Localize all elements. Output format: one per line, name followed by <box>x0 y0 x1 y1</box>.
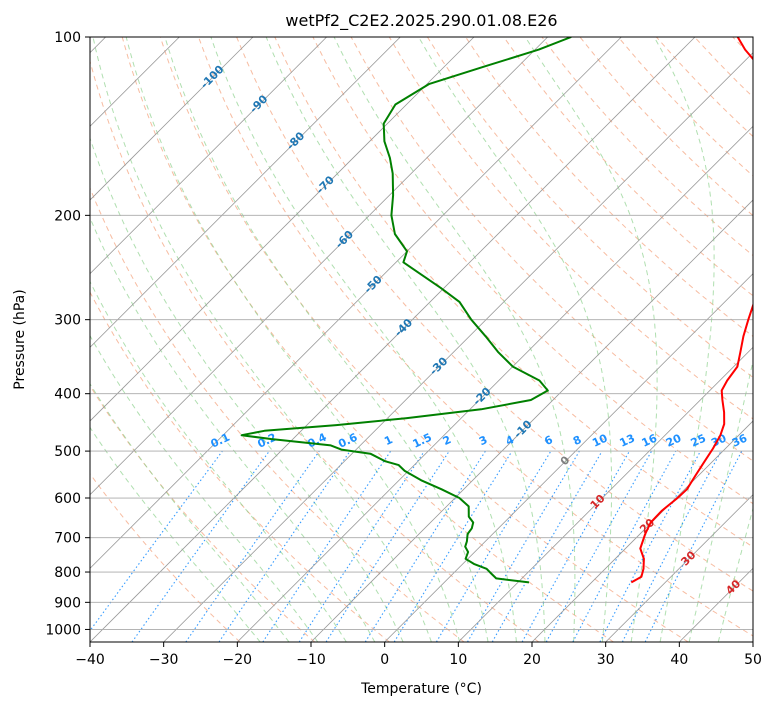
moist-adiabat <box>210 37 517 642</box>
profiles <box>240 37 753 584</box>
dry-adiabat <box>388 37 753 420</box>
mixing-ratio-line <box>325 450 450 642</box>
x-tick-label: 40 <box>670 652 688 668</box>
moist-adiabat <box>90 382 290 642</box>
mixing-ratio-label: 25 <box>689 432 708 450</box>
y-axis-ticks: 100 200 300 400 500 600 700 800 900 1000 <box>45 30 90 638</box>
moist-adiabat <box>92 37 432 642</box>
mixing-ratio-line <box>131 450 270 642</box>
mixing-ratio-line <box>521 450 630 642</box>
mixing-ratio-line <box>298 450 425 642</box>
isotherm <box>90 37 475 422</box>
x-tick-label: 20 <box>523 652 541 668</box>
y-tick-label: 600 <box>54 491 81 507</box>
dry-adiabat <box>121 37 614 642</box>
isotherm <box>237 125 753 642</box>
dry-adiabat <box>90 472 241 642</box>
mixing-ratio-labels: 0.1 0.2 0.4 0.6 1 1.5 2 3 4 6 8 10 13 16 20 25 30 36 <box>209 430 750 450</box>
moist-adiabat <box>164 37 489 642</box>
chart-title: wetPf2_C2E2.2025.290.01.08.E26 <box>285 11 557 31</box>
mixing-ratio-label: 36 <box>730 431 750 449</box>
x-axis-ticks: −40 −30 −20 −10 0 10 20 30 40 50 <box>75 642 762 668</box>
dry-adiabat <box>236 37 753 592</box>
isotherm <box>90 37 254 201</box>
mixing-ratio-line <box>90 450 223 632</box>
moist-adiabat <box>90 426 261 642</box>
moist-adiabat <box>418 37 613 642</box>
y-tick-label: 700 <box>54 531 81 547</box>
mixing-ratio-line <box>218 450 351 642</box>
isotherm <box>384 273 753 642</box>
x-tick-label: 50 <box>744 652 762 668</box>
moist-adiabat <box>90 136 404 642</box>
y-tick-label: 1000 <box>45 622 81 638</box>
y-tick-label: 100 <box>54 30 81 46</box>
x-axis-label: Temperature (°C) <box>360 681 482 697</box>
isotherm <box>163 52 753 642</box>
plot-frame <box>89 36 754 643</box>
dry-adiabat <box>312 37 753 505</box>
dry-adiabat <box>465 37 753 338</box>
y-tick-label: 400 <box>54 387 81 403</box>
y-tick-label: 900 <box>54 595 81 611</box>
mixing-ratio-line <box>572 450 677 642</box>
x-tick-label: −20 <box>223 652 253 668</box>
moist-adiabat <box>333 37 576 642</box>
isotherm <box>90 37 401 348</box>
moist-adiabat <box>90 216 376 642</box>
moist-adiabat <box>524 37 658 642</box>
x-tick-label: 0 <box>380 652 389 668</box>
x-tick-label: −40 <box>75 652 105 668</box>
moist-adiabat <box>265 37 546 642</box>
dry-adiabat <box>503 37 753 297</box>
mixing-ratio-line <box>644 450 743 642</box>
isotherm <box>605 494 753 642</box>
dry-adiabat <box>350 37 753 462</box>
y-tick-label: 300 <box>54 313 81 329</box>
x-tick-label: 10 <box>449 652 467 668</box>
mixing-ratio-line <box>185 450 320 642</box>
mixing-ratio-label: 16 <box>640 431 660 449</box>
x-tick-label: −30 <box>149 652 179 668</box>
dry-adiabat <box>90 291 390 642</box>
mixing-ratio-line <box>545 450 653 642</box>
isotherm <box>90 37 622 569</box>
dry-adiabat <box>90 186 465 642</box>
mixing-ratio-label: 20 <box>664 431 684 449</box>
dry-adiabat <box>90 59 540 642</box>
temperature-profile <box>630 37 753 584</box>
mixing-ratio-label: 13 <box>618 432 637 450</box>
y-tick-label: 500 <box>54 444 81 460</box>
mixing-ratio-line <box>393 450 513 642</box>
y-axis-label: Pressure (hPa) <box>12 289 28 389</box>
dry-adiabat <box>159 37 689 642</box>
dewpoint-profile <box>240 37 572 584</box>
isotherm <box>531 420 753 642</box>
mixing-ratio-line <box>262 450 392 642</box>
isotherm <box>310 199 753 642</box>
isotherm <box>90 37 548 496</box>
dry-adiabat <box>274 37 753 548</box>
moist-adiabat <box>125 37 461 642</box>
isotherm <box>90 37 327 275</box>
isotherm <box>90 37 696 642</box>
isotherm <box>458 346 753 642</box>
y-tick-label: 800 <box>54 565 81 581</box>
moist-adiabat <box>90 334 319 642</box>
mixing-ratio-label: 10 <box>590 431 610 449</box>
x-tick-label: 30 <box>597 652 615 668</box>
x-tick-label: −10 <box>296 652 326 668</box>
y-tick-label: 200 <box>54 208 81 224</box>
